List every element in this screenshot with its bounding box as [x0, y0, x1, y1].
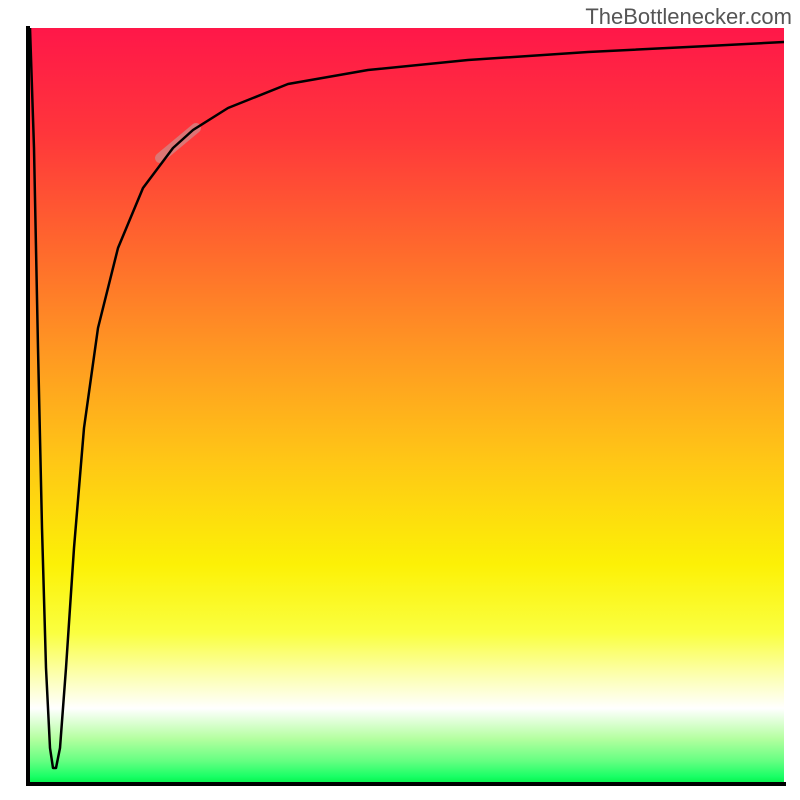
- x-axis: [26, 782, 786, 786]
- bottleneck-chart: [0, 0, 800, 800]
- plot-area: [28, 28, 784, 784]
- main-curve: [30, 28, 784, 768]
- y-axis: [26, 26, 30, 786]
- watermark-text: TheBottlenecker.com: [585, 4, 792, 30]
- curve-layer: [28, 28, 784, 784]
